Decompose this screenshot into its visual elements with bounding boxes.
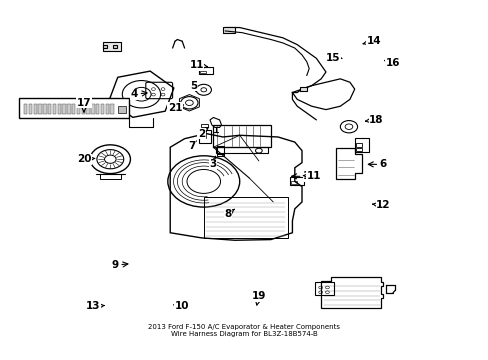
Text: 1: 1	[291, 171, 310, 181]
Bar	[199, 130, 210, 143]
Bar	[355, 148, 361, 151]
Bar	[315, 282, 333, 295]
Text: 8: 8	[224, 209, 234, 219]
Text: 21: 21	[167, 103, 183, 113]
Text: 13: 13	[86, 301, 104, 311]
Bar	[100, 174, 121, 179]
Bar	[299, 87, 306, 91]
Text: 10: 10	[173, 301, 189, 311]
Text: 18: 18	[365, 115, 383, 125]
Bar	[355, 143, 361, 147]
Bar	[200, 71, 206, 73]
Text: 19: 19	[251, 291, 265, 305]
Bar	[48, 104, 51, 114]
Bar	[289, 177, 304, 185]
Bar	[43, 104, 46, 114]
Bar	[291, 181, 297, 184]
Bar	[223, 27, 234, 33]
Bar	[39, 104, 41, 114]
Text: 11: 11	[303, 171, 321, 181]
Bar	[217, 154, 224, 157]
Text: 5: 5	[190, 81, 198, 91]
Text: 3: 3	[209, 156, 217, 169]
Bar	[110, 104, 113, 114]
Bar	[81, 104, 85, 114]
Text: 15: 15	[325, 53, 341, 63]
Bar	[34, 104, 37, 114]
Bar	[203, 197, 287, 238]
Bar	[72, 104, 75, 114]
Bar	[213, 125, 270, 147]
Bar	[199, 67, 213, 75]
Bar	[91, 104, 94, 114]
Text: 16: 16	[384, 58, 400, 68]
Bar	[103, 45, 107, 48]
Bar	[67, 104, 70, 114]
Bar	[354, 138, 368, 152]
Bar	[105, 104, 109, 114]
Bar	[217, 145, 224, 154]
Text: 6: 6	[367, 159, 386, 169]
Bar	[215, 147, 268, 153]
Bar	[101, 104, 104, 114]
Bar	[53, 104, 56, 114]
Bar	[62, 104, 65, 114]
Bar	[112, 45, 116, 48]
Bar	[86, 104, 89, 114]
Bar	[200, 134, 206, 138]
Bar	[24, 104, 27, 114]
Bar	[103, 42, 121, 51]
Text: 2013 Ford F-150 A/C Evaporator & Heater Components
Wire Harness Diagram for BL3Z: 2013 Ford F-150 A/C Evaporator & Heater …	[148, 324, 340, 337]
Bar	[117, 105, 126, 113]
Text: 4: 4	[130, 89, 147, 99]
Text: 12: 12	[372, 201, 390, 210]
Bar	[58, 104, 61, 114]
Text: 17: 17	[77, 98, 91, 112]
Text: 7: 7	[188, 140, 196, 150]
Bar	[19, 98, 129, 118]
Text: 9: 9	[111, 260, 128, 270]
Bar	[96, 104, 99, 114]
Bar	[77, 104, 80, 114]
Text: 11: 11	[189, 60, 207, 70]
Bar	[201, 124, 208, 127]
Text: 14: 14	[363, 36, 381, 46]
Text: 20: 20	[77, 154, 95, 164]
Text: 2: 2	[197, 127, 207, 139]
Bar	[29, 104, 32, 114]
